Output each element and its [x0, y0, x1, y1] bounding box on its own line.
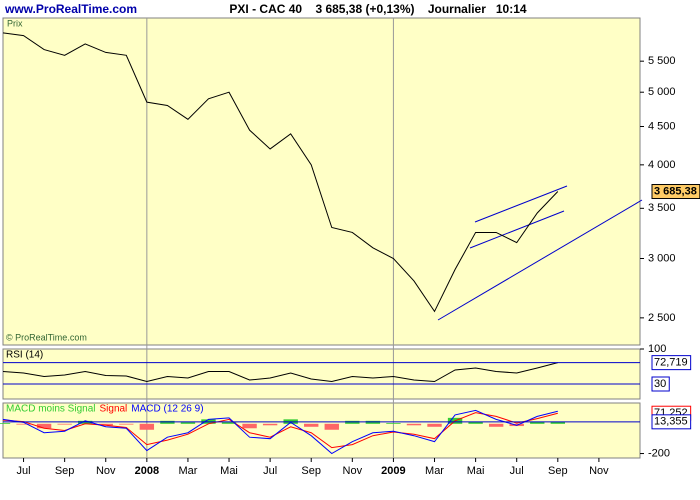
- histogram-bar: [550, 421, 565, 424]
- histogram-bar: [119, 423, 134, 425]
- y-tick-label: 3 000: [648, 252, 676, 264]
- histogram-bar: [98, 423, 113, 426]
- x-tick-label: Jul: [17, 465, 31, 477]
- histogram-bar: [304, 423, 319, 427]
- x-tick-label: Mar: [178, 465, 197, 477]
- x-tick-label: Nov: [589, 465, 609, 477]
- macd-panel: [2, 402, 641, 459]
- histogram-bar: [180, 422, 196, 424]
- histogram-bar: [468, 421, 483, 424]
- y-tick-label: 4 500: [648, 120, 676, 132]
- channel-upper: [474, 185, 568, 223]
- value-label: 72,719: [654, 357, 688, 369]
- histogram-bar: [139, 423, 155, 430]
- support-line: [437, 199, 643, 321]
- x-tick-label: Nov: [96, 465, 116, 477]
- histogram-bar: [488, 423, 504, 427]
- rsi-panel: [2, 348, 641, 400]
- channel-lower: [469, 210, 565, 249]
- price-label: Prix: [7, 18, 23, 28]
- histogram-bar: [324, 423, 339, 430]
- value-box: [651, 355, 692, 371]
- x-tick-label: Nov: [343, 465, 363, 477]
- y-tick-label: 100: [648, 343, 666, 355]
- histogram-bar: [427, 423, 442, 427]
- histogram-bar: [0, 423, 11, 424]
- price-line: [2, 362, 558, 383]
- macd-line: [2, 412, 558, 449]
- y-tick-label: 5 000: [648, 86, 676, 98]
- x-tick-label: Sep: [301, 465, 321, 477]
- y-tick-label: -200: [648, 447, 670, 459]
- histogram-bar: [221, 422, 237, 424]
- x-tick-label: 2009: [381, 465, 405, 477]
- y-tick-label: 2 500: [648, 312, 676, 324]
- chart-title: PXI - CAC 40 3 685,38 (+0,13%) Journalie…: [229, 2, 526, 16]
- y-tick-label: 4 000: [648, 159, 676, 171]
- histogram-bar: [16, 423, 31, 425]
- price-panel: [2, 17, 641, 346]
- histogram-bar: [242, 423, 257, 429]
- site-link[interactable]: www.ProRealTime.com: [4, 2, 137, 16]
- x-tick-label: Mar: [425, 465, 444, 477]
- histogram-bar: [262, 423, 278, 426]
- x-tick-label: Sep: [55, 465, 75, 477]
- value-label: 30: [654, 378, 666, 390]
- value-box: [651, 414, 692, 430]
- histogram-bar: [57, 423, 72, 425]
- price-line: [2, 32, 559, 313]
- trend-lines: [437, 185, 643, 321]
- x-tick-label: Sep: [548, 465, 568, 477]
- legend-label: MACD moins Signal: [6, 404, 95, 415]
- histogram-bar: [36, 423, 52, 429]
- value-box: [651, 376, 670, 392]
- histogram-bar: [386, 423, 401, 424]
- legend-label: MACD (12 26 9): [131, 404, 203, 415]
- x-tick-label: Mai: [467, 465, 485, 477]
- x-tick-label: Jul: [510, 465, 524, 477]
- value-label: 13,355: [654, 416, 688, 428]
- x-tick-label: 2008: [135, 465, 159, 477]
- histogram-bar: [406, 423, 422, 426]
- histogram-bar: [530, 421, 545, 424]
- series-label: RSI (14): [6, 350, 43, 361]
- credit: © ProRealTime.com: [6, 332, 87, 342]
- x-tick-label: Mai: [220, 465, 238, 477]
- legend-label: Signal: [99, 404, 127, 415]
- y-tick-label: 5 500: [648, 55, 676, 67]
- macd-line: [2, 409, 558, 455]
- y-tick-label: 3 500: [648, 202, 676, 214]
- value-label: 3 685,38: [654, 185, 697, 197]
- x-tick-label: Jul: [263, 465, 277, 477]
